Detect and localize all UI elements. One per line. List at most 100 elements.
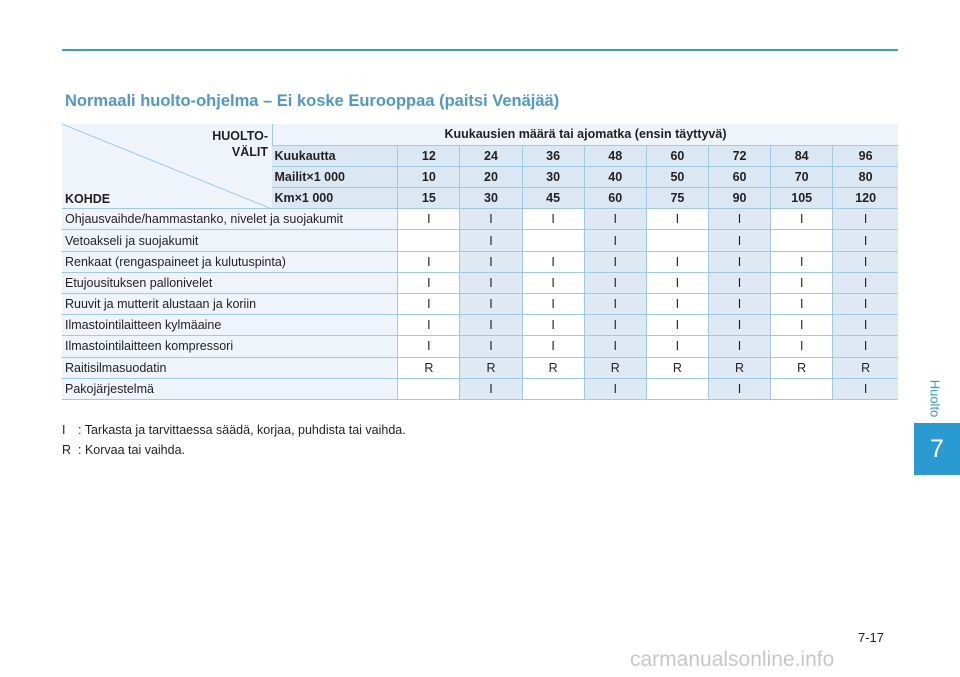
schedule-cell: I [521,251,585,273]
schedule-cell [645,378,709,400]
schedule-cell [770,229,833,252]
schedule-cell: I [832,378,898,400]
interval-value: 60 [707,166,771,189]
table-row: Raitisilmasuodatin R R R R R R R R [62,357,898,379]
schedule-cell: I [459,293,523,316]
schedule-cell: I [832,229,898,252]
schedule-cell [770,378,833,400]
interval-value: 15 [397,187,460,210]
interval-row-label: Mailit×1 000 [272,166,398,189]
interval-value: 30 [521,166,585,189]
schedule-cell: R [583,357,647,379]
maintenance-item: Ilmastointilaitteen kylmäaine [62,314,398,337]
schedule-cell: I [397,208,460,231]
interval-value: 120 [832,187,898,210]
schedule-cell: I [707,293,771,316]
schedule-cell: I [770,272,833,295]
interval-value: 20 [459,166,523,189]
schedule-cell [645,229,709,252]
interval-value: 96 [832,145,898,167]
table-row: Ilmastointilaitteen kompressori I I I I I I I I [62,335,898,358]
schedule-cell: R [459,357,523,379]
schedule-cell: R [521,357,585,379]
table-corner-cell: HUOLTO- VÄLIT KOHDE [62,124,273,210]
schedule-cell: R [832,357,898,379]
schedule-cell: I [397,335,460,358]
interval-value: 30 [459,187,523,210]
schedule-cell: I [583,208,647,231]
interval-value: 70 [770,166,833,189]
schedule-cell: I [832,272,898,295]
schedule-cell: I [583,251,647,273]
schedule-cell: I [459,378,523,400]
watermark: carmanualsonline.info [630,648,835,671]
schedule-cell: I [459,229,523,252]
schedule-cell: I [583,293,647,316]
schedule-cell: I [832,251,898,273]
schedule-cell: I [645,251,709,273]
schedule-cell: I [459,335,523,358]
schedule-cell: I [583,335,647,358]
maintenance-item: Ruuvit ja mutterit alustaan ja koriin [62,293,398,316]
table-body: HUOLTO- VÄLIT KOHDE Kuukausien määrä tai… [62,124,898,400]
schedule-cell: I [645,272,709,295]
schedule-cell [397,378,460,400]
interval-heading: Kuukausien määrä tai ajomatka (ensin täy… [271,124,898,146]
schedule-cell: I [645,208,709,231]
schedule-cell: R [645,357,709,379]
schedule-cell: I [521,335,585,358]
schedule-cell: I [770,335,833,358]
maintenance-table-wrapper: HUOLTO- VÄLIT KOHDE Kuukausien määrä tai… [62,124,898,400]
schedule-cell: I [521,272,585,295]
schedule-cell [521,378,585,400]
schedule-cell [521,229,585,252]
schedule-cell: R [770,357,833,379]
legend-text: : Tarkasta ja tarvittaessa säädä, korjaa… [78,423,406,437]
interval-value: 60 [645,145,709,167]
schedule-cell: I [770,293,833,316]
corner-interval-line2: VÄLIT [231,145,268,159]
schedule-cell: I [397,251,460,273]
maintenance-item: Raitisilmasuodatin [62,357,398,379]
schedule-cell: I [770,314,833,337]
maintenance-item: Ohjausvaihde/hammastanko, nivelet ja suo… [62,208,398,231]
table-row: Pakojärjestelmä I I I I [62,378,898,400]
top-rule [62,49,898,51]
side-tab-label-text: Huolto [927,379,943,417]
schedule-cell: I [645,293,709,316]
interval-row: Mailit×1 000 10 20 30 40 50 60 70 80 [62,166,898,189]
corner-item-label: KOHDE [65,192,111,207]
maintenance-item: Ilmastointilaitteen kompressori [62,335,398,358]
interval-value: 48 [583,145,647,167]
schedule-cell: I [459,251,523,273]
table-row: Ilmastointilaitteen kylmäaine I I I I I I I I [62,314,898,337]
schedule-cell: I [397,293,460,316]
schedule-cell: I [707,314,771,337]
maintenance-item: Vetoakseli ja suojakumit [62,229,398,252]
interval-row: Km×1 000 15 30 45 60 75 90 105 120 [62,187,898,210]
schedule-cell: I [707,229,771,252]
schedule-cell: I [645,335,709,358]
side-tab-label: Huolto [920,378,950,418]
schedule-cell: I [521,293,585,316]
schedule-cell: I [583,272,647,295]
schedule-cell: I [832,335,898,358]
interval-value: 60 [583,187,647,210]
maintenance-item: Etujousituksen pallonivelet [62,272,398,295]
legend: I: Tarkasta ja tarvittaessa säädä, korja… [62,421,406,460]
table-row: Ruuvit ja mutterit alustaan ja koriin I I I… [62,293,898,316]
table-row: Etujousituksen pallonivelet I I I I I I I I [62,272,898,295]
legend-row-inspect: I: Tarkasta ja tarvittaessa säädä, korja… [62,421,406,441]
section-title: Normaali huolto-ohjelma – Ei koske Euroo… [65,92,560,110]
page-number: 7-17 [858,630,885,645]
table-row: Renkaat (rengaspaineet ja kulutuspinta) I… [62,251,898,273]
schedule-cell: I [583,378,647,400]
interval-value: 12 [397,145,460,167]
interval-value: 45 [521,187,585,210]
interval-row-label: Km×1 000 [272,187,398,210]
schedule-cell: I [459,314,523,337]
interval-value: 84 [770,145,833,167]
schedule-cell: I [645,314,709,337]
table-row: Vetoakseli ja suojakumit I I I I [62,229,898,252]
table-header-row: HUOLTO- VÄLIT KOHDE Kuukausien määrä tai… [62,124,898,210]
